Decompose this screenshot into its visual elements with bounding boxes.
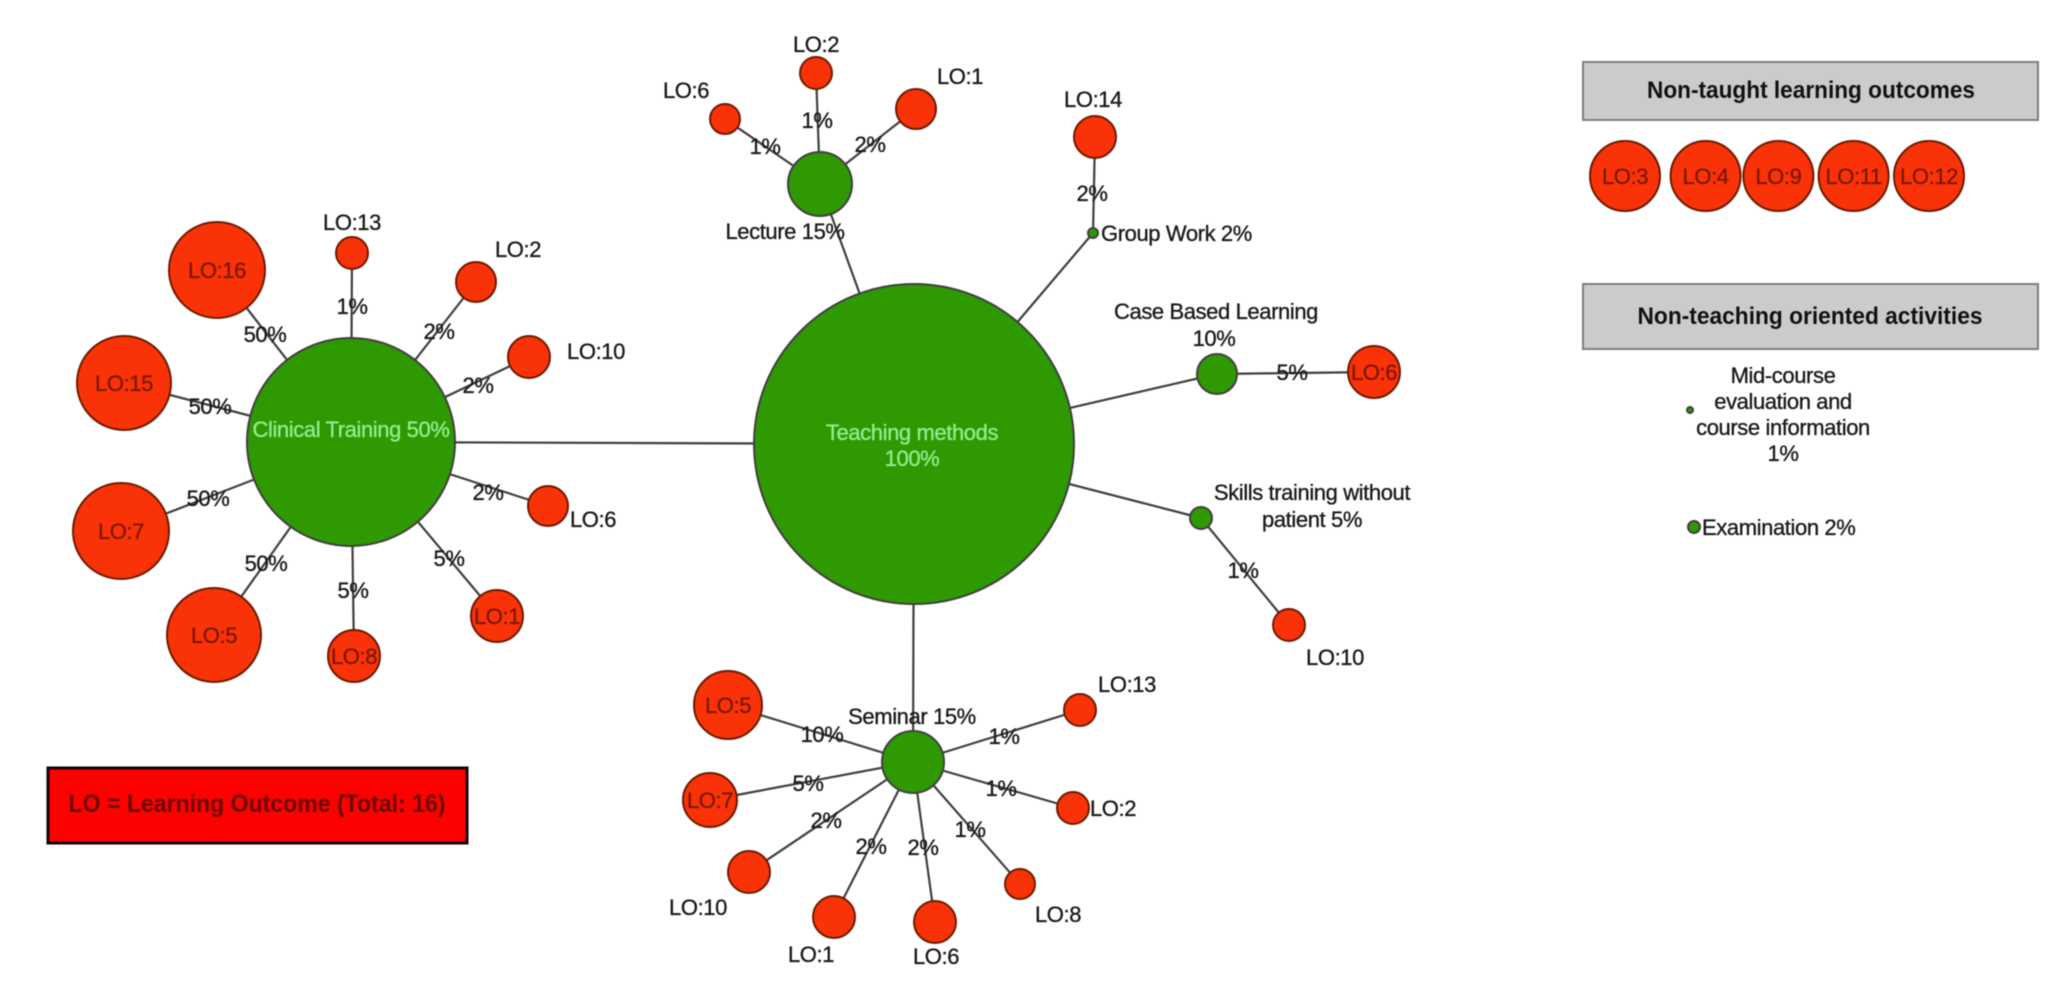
svg-text:Mid-course: Mid-course xyxy=(1731,363,1836,388)
svg-text:2%: 2% xyxy=(463,373,494,398)
svg-text:LO:10: LO:10 xyxy=(567,339,625,364)
svg-text:5%: 5% xyxy=(1277,360,1308,385)
svg-text:LO:2: LO:2 xyxy=(793,32,839,57)
svg-text:1%: 1% xyxy=(1228,558,1259,583)
svg-text:Group Work 2%: Group Work 2% xyxy=(1101,221,1252,246)
svg-text:LO:1: LO:1 xyxy=(788,942,834,967)
svg-text:50%: 50% xyxy=(244,322,287,347)
svg-text:LO:11: LO:11 xyxy=(1825,164,1881,189)
svg-text:2%: 2% xyxy=(908,835,939,860)
svg-text:100%: 100% xyxy=(885,446,940,471)
svg-text:1%: 1% xyxy=(986,776,1017,801)
svg-text:2%: 2% xyxy=(811,808,842,833)
svg-text:LO:7: LO:7 xyxy=(98,519,144,544)
svg-text:LO:10: LO:10 xyxy=(1306,645,1364,670)
svg-text:course information: course information xyxy=(1696,415,1870,440)
svg-text:LO:13: LO:13 xyxy=(323,210,381,235)
svg-text:Examination 2%: Examination 2% xyxy=(1702,515,1855,540)
svg-text:2%: 2% xyxy=(855,132,886,157)
svg-text:2%: 2% xyxy=(856,834,887,859)
svg-text:1%: 1% xyxy=(989,724,1020,749)
svg-text:LO:5: LO:5 xyxy=(191,623,237,648)
svg-text:Teaching methods: Teaching methods xyxy=(826,420,999,445)
svg-text:LO:7: LO:7 xyxy=(687,788,733,813)
svg-text:Seminar 15%: Seminar 15% xyxy=(848,704,976,729)
svg-text:Non-taught learning outcomes: Non-taught learning outcomes xyxy=(1647,77,1975,104)
svg-text:LO:12: LO:12 xyxy=(1900,164,1958,189)
svg-text:LO:9: LO:9 xyxy=(1755,164,1801,189)
svg-text:1%: 1% xyxy=(955,817,986,842)
svg-text:LO:13: LO:13 xyxy=(1098,672,1156,697)
svg-text:2%: 2% xyxy=(424,319,455,344)
svg-text:LO:1: LO:1 xyxy=(474,604,520,629)
svg-text:5%: 5% xyxy=(434,546,465,571)
svg-text:2%: 2% xyxy=(473,480,504,505)
svg-text:2%: 2% xyxy=(1077,181,1108,206)
svg-text:5%: 5% xyxy=(338,578,369,603)
svg-text:1%: 1% xyxy=(750,134,781,159)
svg-text:LO:16: LO:16 xyxy=(188,258,246,283)
svg-text:LO:10: LO:10 xyxy=(669,895,727,920)
svg-text:LO:15: LO:15 xyxy=(95,371,153,396)
svg-text:LO:2: LO:2 xyxy=(495,237,541,262)
svg-text:Skills training without: Skills training without xyxy=(1214,480,1411,505)
svg-text:LO:6: LO:6 xyxy=(570,507,616,532)
svg-text:1%: 1% xyxy=(1768,441,1799,466)
svg-text:LO:8: LO:8 xyxy=(1035,902,1081,927)
svg-text:50%: 50% xyxy=(189,394,232,419)
svg-text:LO:6: LO:6 xyxy=(663,78,709,103)
svg-text:Non-teaching oriented activiti: Non-teaching oriented activities xyxy=(1638,303,1983,330)
svg-text:LO:6: LO:6 xyxy=(913,944,959,969)
svg-text:50%: 50% xyxy=(245,551,288,576)
svg-text:LO:2: LO:2 xyxy=(1090,796,1136,821)
svg-text:LO:6: LO:6 xyxy=(1351,360,1397,385)
svg-text:Lecture 15%: Lecture 15% xyxy=(725,219,844,244)
svg-text:evaluation and: evaluation and xyxy=(1714,389,1852,414)
svg-text:LO:1: LO:1 xyxy=(937,64,983,89)
svg-text:LO:14: LO:14 xyxy=(1064,87,1122,112)
svg-text:patient 5%: patient 5% xyxy=(1262,507,1362,532)
svg-text:10%: 10% xyxy=(1193,326,1236,351)
svg-text:Case Based Learning: Case Based Learning xyxy=(1114,299,1318,324)
svg-text:LO:4: LO:4 xyxy=(1683,164,1729,189)
svg-text:LO:5: LO:5 xyxy=(705,693,751,718)
svg-text:10%: 10% xyxy=(801,722,844,747)
svg-text:LO:8: LO:8 xyxy=(331,644,377,669)
svg-text:LO = Learning Outcome (Total:: LO = Learning Outcome (Total: 16) xyxy=(69,790,446,818)
svg-text:Clinical Training 50%: Clinical Training 50% xyxy=(252,417,449,442)
svg-text:1%: 1% xyxy=(337,294,368,319)
svg-text:5%: 5% xyxy=(793,771,824,796)
svg-text:50%: 50% xyxy=(187,486,230,511)
svg-text:LO:3: LO:3 xyxy=(1602,164,1648,189)
svg-text:1%: 1% xyxy=(802,108,833,133)
